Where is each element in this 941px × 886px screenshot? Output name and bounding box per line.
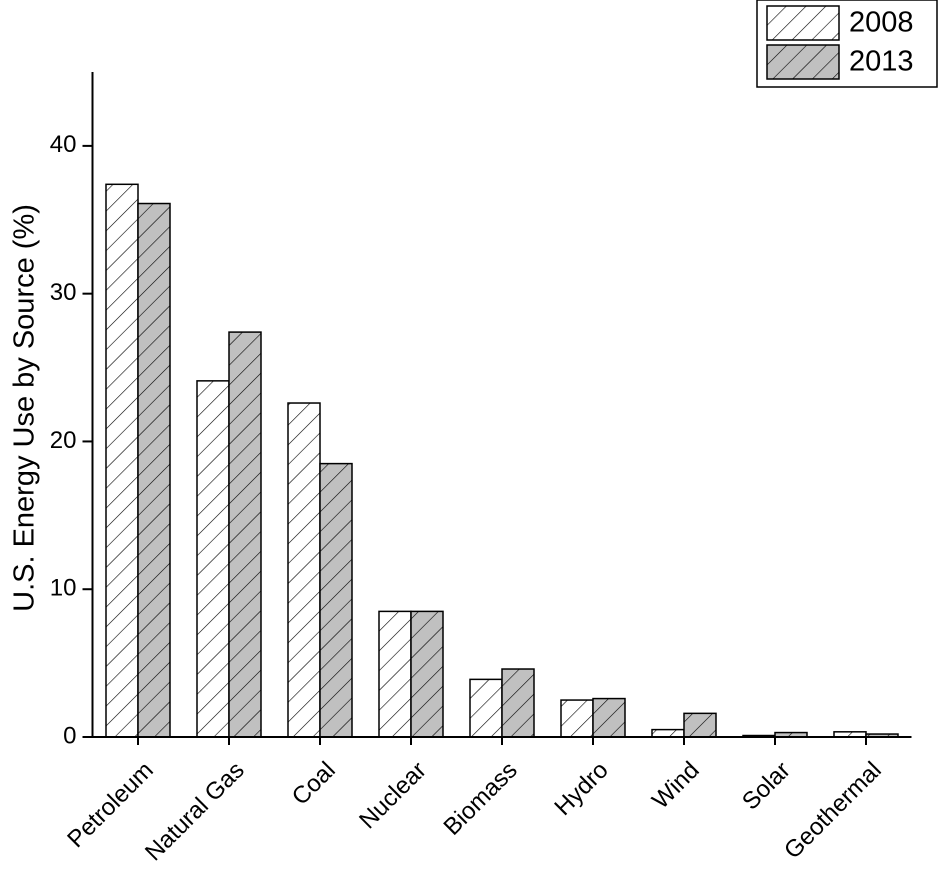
bar-hatch [684, 713, 716, 737]
bar-hatch [652, 729, 684, 737]
bar-hatch [561, 700, 593, 737]
x-tick-label: Geothermal [779, 757, 887, 865]
y-axis-label: U.S. Energy Use by Source (%) [9, 204, 41, 612]
bar-hatch [767, 45, 839, 79]
x-tick-label: Petroleum [62, 757, 158, 853]
bar-hatch [470, 679, 502, 737]
x-tick-label: Nuclear [354, 757, 432, 835]
x-tick-label: Solar [737, 757, 796, 816]
bar-hatch [320, 463, 352, 737]
bar-hatch [866, 734, 898, 737]
bar-hatch [502, 669, 534, 737]
bar-hatch [775, 732, 807, 737]
bar-hatch [834, 731, 866, 737]
x-tick-label: Wind [647, 757, 705, 815]
y-tick-label: 10 [50, 575, 77, 602]
bar-hatch [197, 380, 229, 737]
y-tick-label: 30 [50, 279, 77, 306]
bar-hatch [138, 203, 170, 737]
bar-hatch [229, 332, 261, 737]
x-tick-label: Natural Gas [140, 757, 250, 867]
legend-label: 2008 [849, 7, 914, 39]
bar-hatch [379, 611, 411, 737]
x-tick-label: Biomass [439, 757, 523, 841]
bar-hatch [593, 698, 625, 737]
bar-hatch [767, 6, 839, 40]
bar-hatch [106, 184, 138, 738]
x-tick-label: Hydro [549, 757, 613, 821]
y-tick-label: 40 [50, 131, 77, 158]
legend-label: 2013 [849, 46, 914, 78]
bar-hatch [288, 403, 320, 737]
bar-outline [766, 44, 840, 80]
bar-hatch [411, 611, 443, 737]
y-tick-label: 0 [63, 722, 76, 749]
x-tick-label: Coal [287, 757, 341, 811]
bar-outline [766, 5, 840, 41]
y-tick-label: 20 [50, 427, 77, 454]
